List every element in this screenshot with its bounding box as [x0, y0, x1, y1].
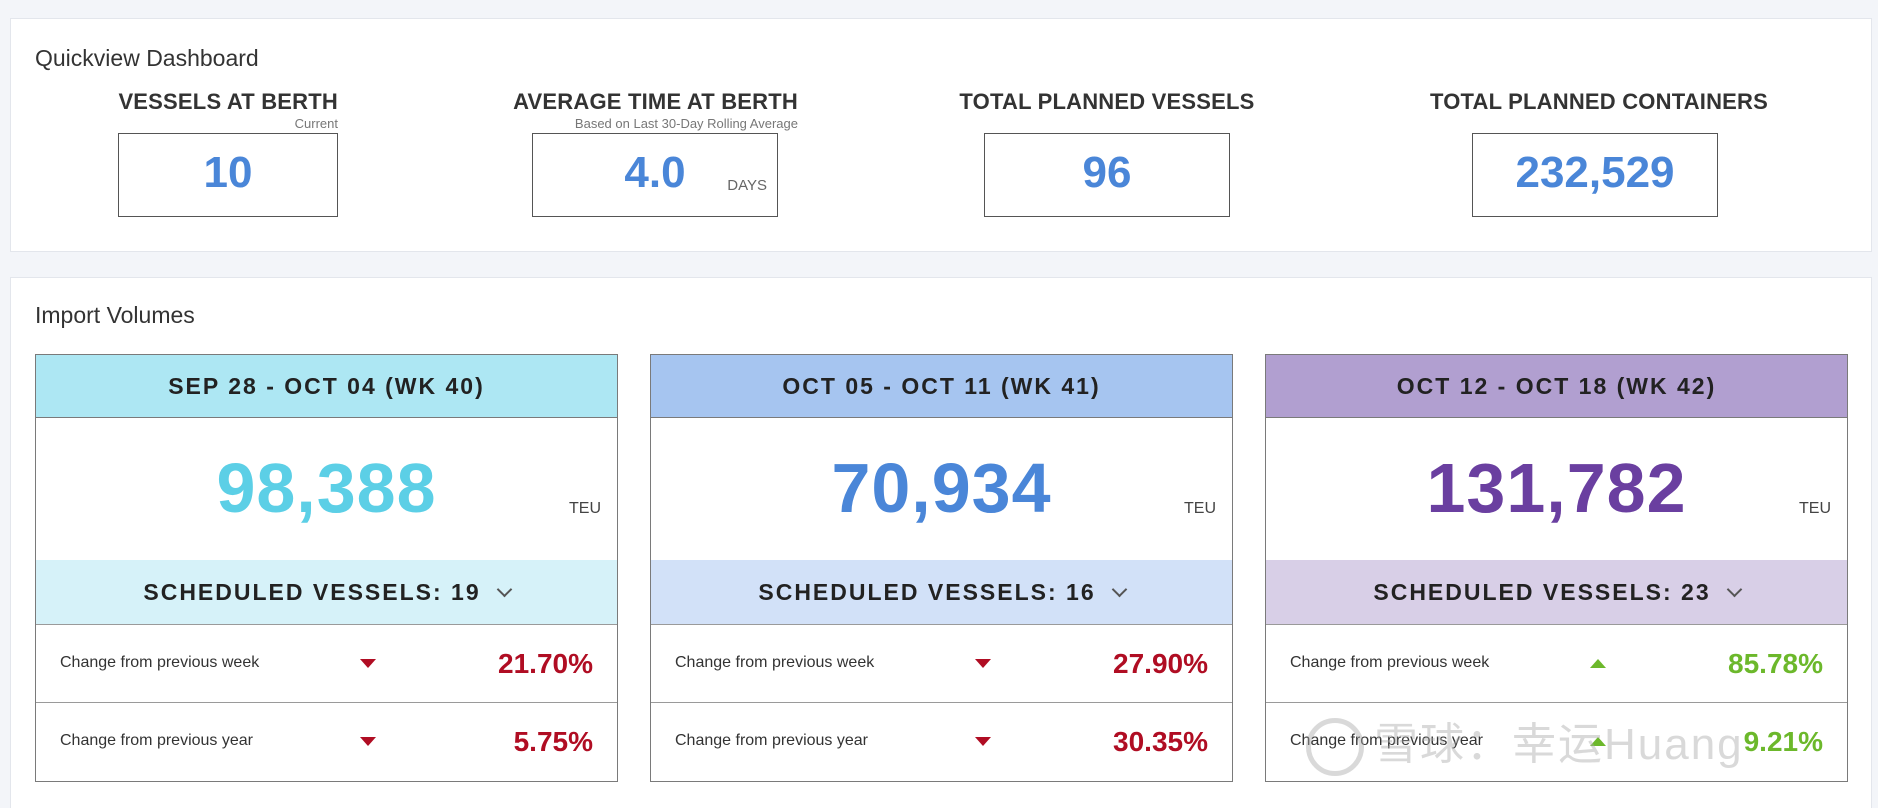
week-header: OCT 12 - OCT 18 (WK 42)	[1266, 355, 1847, 418]
change-label: Change from previous year	[1290, 732, 1483, 749]
kpi-sublabel	[1419, 116, 1779, 132]
kpi-label: TOTAL PLANNED VESSELS	[959, 89, 1255, 114]
week-volume: 131,782 TEU	[1266, 418, 1847, 560]
change-value: 27.90%	[1113, 648, 1208, 679]
down-arrow-icon	[975, 737, 991, 746]
import-volumes-panel: Import Volumes SEP 28 - OCT 04 (WK 40) 9…	[10, 277, 1872, 808]
scheduled-vessels-label: SCHEDULED VESSELS: 23	[1373, 578, 1711, 605]
kpi-sublabel	[957, 116, 1257, 132]
chevron-down-icon[interactable]	[1111, 581, 1127, 597]
kpi-value-box: 96	[984, 133, 1230, 217]
week-card-40: SEP 28 - OCT 04 (WK 40) 98,388 TEU SCHED…	[35, 354, 618, 782]
week-teu-value: 131,782	[1426, 449, 1687, 527]
kpi-unit: DAYS	[727, 177, 767, 194]
change-value: 9.21%	[1743, 726, 1823, 757]
up-arrow-icon	[1590, 737, 1606, 746]
change-row-year: Change from previous year 9.21%	[1266, 702, 1847, 780]
change-value: 30.35%	[1113, 726, 1208, 757]
week-card-41: OCT 05 - OCT 11 (WK 41) 70,934 TEU SCHED…	[650, 354, 1233, 782]
change-label: Change from previous week	[60, 654, 260, 671]
kpi-total-planned-containers: TOTAL PLANNED CONTAINERS 232,529	[1419, 89, 1779, 217]
week-teu-unit: TEU	[569, 500, 601, 517]
kpi-value-box: 4.0 DAYS	[532, 133, 778, 217]
change-label: Change from previous week	[1290, 654, 1490, 671]
change-label: Change from previous week	[675, 654, 875, 671]
week-volume: 98,388 TEU	[36, 418, 617, 560]
change-row-week: Change from previous week 27.90%	[651, 624, 1232, 702]
chevron-down-icon[interactable]	[1726, 581, 1742, 597]
kpi-vessels-at-berth: VESSELS AT BERTH Current 10	[118, 89, 338, 217]
kpi-sublabel: Current	[294, 116, 338, 131]
change-row-week: Change from previous week 21.70%	[36, 624, 617, 702]
kpi-average-time-at-berth: AVERAGE TIME AT BERTH Based on Last 30-D…	[503, 89, 798, 217]
scheduled-vessels-toggle[interactable]: SCHEDULED VESSELS: 16	[651, 560, 1232, 624]
quickview-title: Quickview Dashboard	[35, 45, 259, 71]
kpi-value: 232,529	[1515, 148, 1675, 197]
week-volume: 70,934 TEU	[651, 418, 1232, 560]
week-card-42: OCT 12 - OCT 18 (WK 42) 131,782 TEU SCHE…	[1265, 354, 1848, 782]
kpi-sublabel: Based on Last 30-Day Rolling Average	[574, 116, 798, 131]
down-arrow-icon	[975, 659, 991, 668]
scheduled-vessels-label: SCHEDULED VESSELS: 16	[758, 578, 1096, 605]
down-arrow-icon	[360, 737, 376, 746]
kpi-value-box: 10	[118, 133, 338, 217]
change-value: 85.78%	[1728, 648, 1823, 679]
change-value: 5.75%	[513, 726, 593, 757]
week-header: SEP 28 - OCT 04 (WK 40)	[36, 355, 617, 418]
change-label: Change from previous year	[675, 732, 868, 749]
change-label: Change from previous year	[60, 732, 253, 749]
kpi-value: 10	[203, 148, 253, 197]
change-value: 21.70%	[498, 648, 593, 679]
kpi-label: TOTAL PLANNED CONTAINERS	[1429, 89, 1769, 114]
kpi-value: 96	[1082, 148, 1132, 197]
kpi-value-box: 232,529	[1472, 133, 1718, 217]
week-teu-value: 98,388	[216, 449, 437, 527]
week-teu-value: 70,934	[831, 449, 1052, 527]
week-teu-unit: TEU	[1799, 500, 1831, 517]
import-volumes-title: Import Volumes	[35, 302, 195, 328]
chevron-down-icon[interactable]	[496, 581, 512, 597]
kpi-total-planned-vessels: TOTAL PLANNED VESSELS 96	[957, 89, 1257, 217]
week-header: OCT 05 - OCT 11 (WK 41)	[651, 355, 1232, 418]
change-row-year: Change from previous year 30.35%	[651, 702, 1232, 780]
change-row-week: Change from previous week 85.78%	[1266, 624, 1847, 702]
week-teu-unit: TEU	[1184, 500, 1216, 517]
quickview-panel: Quickview Dashboard VESSELS AT BERTH Cur…	[10, 18, 1872, 252]
scheduled-vessels-toggle[interactable]: SCHEDULED VESSELS: 19	[36, 560, 617, 624]
kpi-value: 4.0	[624, 148, 686, 197]
kpi-label: AVERAGE TIME AT BERTH	[513, 89, 798, 114]
up-arrow-icon	[1590, 659, 1606, 668]
scheduled-vessels-label: SCHEDULED VESSELS: 19	[143, 578, 481, 605]
down-arrow-icon	[360, 659, 376, 668]
scheduled-vessels-toggle[interactable]: SCHEDULED VESSELS: 23	[1266, 560, 1847, 624]
kpi-label: VESSELS AT BERTH	[118, 89, 338, 114]
change-row-year: Change from previous year 5.75%	[36, 702, 617, 780]
